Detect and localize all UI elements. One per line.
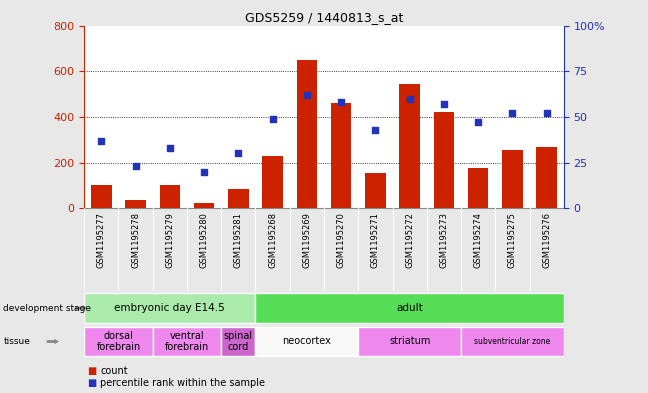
Bar	[468, 168, 489, 208]
Bar	[297, 60, 317, 208]
Text: GSM1195270: GSM1195270	[336, 213, 345, 268]
Text: GSM1195281: GSM1195281	[234, 213, 243, 268]
Text: ■: ■	[87, 378, 97, 388]
Bar	[91, 185, 111, 208]
Point	[542, 110, 552, 116]
Text: GSM1195271: GSM1195271	[371, 213, 380, 268]
Text: GSM1195277: GSM1195277	[97, 213, 106, 268]
Point	[233, 150, 244, 156]
Point	[473, 119, 483, 125]
Bar	[461, 327, 564, 356]
Text: GSM1195276: GSM1195276	[542, 213, 551, 268]
Title: GDS5259 / 1440813_s_at: GDS5259 / 1440813_s_at	[245, 11, 403, 24]
Point	[165, 145, 175, 151]
Point	[268, 116, 278, 122]
Bar	[537, 147, 557, 208]
Text: GSM1195273: GSM1195273	[439, 213, 448, 268]
Bar	[84, 327, 153, 356]
Text: embryonic day E14.5: embryonic day E14.5	[115, 303, 226, 313]
Bar	[84, 293, 255, 323]
Text: GSM1195272: GSM1195272	[405, 213, 414, 268]
Text: tissue: tissue	[3, 337, 30, 346]
Text: development stage: development stage	[3, 304, 91, 312]
Bar	[255, 327, 358, 356]
Text: percentile rank within the sample: percentile rank within the sample	[100, 378, 266, 388]
Text: spinal
cord: spinal cord	[224, 331, 253, 352]
Point	[370, 127, 380, 133]
Text: GSM1195269: GSM1195269	[303, 213, 312, 268]
Text: dorsal
forebrain: dorsal forebrain	[97, 331, 141, 352]
Text: neocortex: neocortex	[283, 336, 331, 346]
Text: GSM1195279: GSM1195279	[165, 213, 174, 268]
Bar	[502, 150, 523, 208]
Text: GSM1195280: GSM1195280	[200, 213, 209, 268]
Bar	[153, 327, 221, 356]
Bar	[365, 173, 386, 208]
Text: GSM1195274: GSM1195274	[474, 213, 483, 268]
Text: subventricular zone: subventricular zone	[474, 337, 551, 346]
Bar	[159, 185, 180, 208]
Point	[199, 169, 209, 175]
Bar	[255, 293, 564, 323]
Point	[302, 92, 312, 98]
Text: count: count	[100, 366, 128, 376]
Text: ■: ■	[87, 366, 97, 376]
Text: striatum: striatum	[389, 336, 430, 346]
Text: GSM1195278: GSM1195278	[131, 213, 140, 268]
Bar	[399, 84, 420, 208]
Point	[96, 138, 106, 144]
Point	[507, 110, 518, 116]
Text: adult: adult	[397, 303, 423, 313]
Bar	[358, 327, 461, 356]
Text: GSM1195268: GSM1195268	[268, 213, 277, 268]
Bar	[194, 202, 214, 208]
Bar	[228, 189, 249, 208]
Bar	[262, 156, 283, 208]
Bar	[331, 103, 351, 208]
Bar	[434, 112, 454, 208]
Point	[404, 95, 415, 102]
Bar	[125, 200, 146, 208]
Text: GSM1195275: GSM1195275	[508, 213, 517, 268]
Text: ventral
forebrain: ventral forebrain	[165, 331, 209, 352]
Point	[439, 101, 449, 107]
Point	[130, 163, 141, 169]
Bar	[221, 327, 255, 356]
Point	[336, 99, 346, 105]
